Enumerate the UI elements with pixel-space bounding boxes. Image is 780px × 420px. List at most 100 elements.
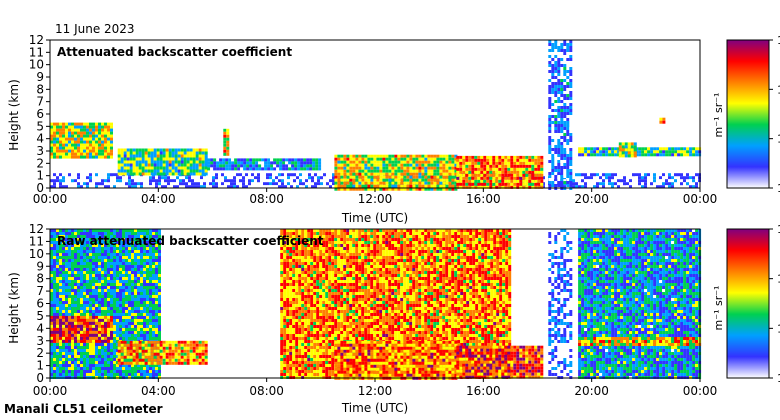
heatmap-cell xyxy=(140,182,143,186)
heatmap-cell xyxy=(332,185,335,189)
heatmap-cell xyxy=(492,170,496,174)
heatmap-cell xyxy=(107,313,110,316)
heatmap-cell xyxy=(177,151,181,155)
heatmap-cell xyxy=(563,181,567,184)
heatmap-cell xyxy=(83,235,86,238)
heatmap-cell xyxy=(71,122,74,126)
heatmap-cell xyxy=(230,182,233,186)
heatmap-cell xyxy=(62,280,65,283)
heatmap-cell xyxy=(489,155,493,159)
heatmap-cell xyxy=(104,271,107,274)
heatmap-cell xyxy=(158,250,161,253)
heatmap-cell xyxy=(566,181,570,184)
heatmap-cell xyxy=(531,167,535,171)
heatmap-cell xyxy=(98,349,101,352)
heatmap-cell xyxy=(242,185,245,189)
heatmap-cell xyxy=(501,167,505,171)
heatmap-cell xyxy=(104,247,107,250)
heatmap-cell xyxy=(206,179,209,183)
heatmap-cell xyxy=(474,158,478,162)
heatmap-cell xyxy=(394,184,398,188)
heatmap-cell xyxy=(53,370,56,373)
heatmap-cell xyxy=(77,253,80,256)
heatmap-cell xyxy=(68,277,71,280)
heatmap-cell xyxy=(119,322,122,325)
heatmap-cell xyxy=(77,176,80,180)
heatmap-cell xyxy=(141,166,145,170)
heatmap-cell xyxy=(59,283,62,286)
heatmap-cell xyxy=(113,259,116,262)
heatmap-cell xyxy=(62,247,65,250)
heatmap-cell xyxy=(153,166,157,170)
heatmap-cell xyxy=(295,253,299,256)
heatmap-cell xyxy=(65,229,68,232)
heatmap-cell xyxy=(50,259,53,262)
heatmap-cell xyxy=(107,358,110,361)
heatmap-cell xyxy=(62,259,65,262)
heatmap-cell xyxy=(113,373,116,376)
heatmap-cell xyxy=(80,250,83,253)
heatmap-cell xyxy=(56,250,59,253)
heatmap-cell xyxy=(397,163,401,167)
heatmap-cell xyxy=(665,153,669,157)
heatmap-cell xyxy=(617,182,620,186)
heatmap-cell xyxy=(68,128,71,132)
heatmap-cell xyxy=(107,289,110,292)
heatmap-cell xyxy=(182,182,185,186)
heatmap-cell xyxy=(337,154,341,158)
heatmap-cell xyxy=(141,160,145,164)
heatmap-cell xyxy=(489,185,493,189)
heatmap-cell xyxy=(680,153,684,157)
heatmap-cell xyxy=(80,271,83,274)
heatmap-cell xyxy=(436,154,440,158)
heatmap-cell xyxy=(77,298,80,301)
heatmap-cell xyxy=(131,229,134,232)
heatmap-cell xyxy=(260,179,263,183)
heatmap-cell xyxy=(584,176,587,180)
heatmap-cell xyxy=(125,232,128,235)
heatmap-cell xyxy=(155,179,158,183)
heatmap-cell xyxy=(403,160,407,164)
heatmap-cell xyxy=(644,153,648,157)
heatmap-cell xyxy=(376,178,380,182)
heatmap-cell xyxy=(158,334,161,337)
heatmap-cell xyxy=(59,358,62,361)
heatmap-cell xyxy=(80,355,83,358)
heatmap-cell xyxy=(436,178,440,182)
heatmap-cell xyxy=(230,185,233,189)
heatmap-cell xyxy=(292,322,296,325)
heatmap-cell xyxy=(180,148,184,152)
heatmap-cell xyxy=(158,235,161,238)
heatmap-cell xyxy=(462,173,466,177)
heatmap-cell xyxy=(225,167,229,171)
heatmap-cell xyxy=(280,355,284,358)
heatmap-cell xyxy=(412,154,416,158)
heatmap-cell xyxy=(548,100,552,103)
heatmap-cell xyxy=(504,161,508,165)
heatmap-cell xyxy=(311,176,314,180)
heatmap-cell xyxy=(141,151,145,155)
heatmap-cell xyxy=(373,178,377,182)
heatmap-cell xyxy=(110,134,113,138)
heatmap-cell xyxy=(569,139,573,142)
heatmap-cell xyxy=(355,172,359,176)
heatmap-cell xyxy=(671,182,674,186)
heatmap-cell xyxy=(297,161,301,165)
heatmap-cell xyxy=(149,328,152,331)
heatmap-cell xyxy=(560,76,564,79)
heatmap-cell xyxy=(334,163,338,167)
heatmap-cell xyxy=(149,262,152,265)
heatmap-cell xyxy=(53,361,56,364)
heatmap-cell xyxy=(92,143,95,147)
heatmap-cell xyxy=(122,328,125,331)
heatmap-cell xyxy=(249,164,253,168)
heatmap-boundary-layer xyxy=(456,155,544,189)
heatmap-cell xyxy=(183,169,187,173)
heatmap-cell xyxy=(548,43,552,46)
heatmap-cell xyxy=(237,167,241,171)
heatmap-cell xyxy=(525,185,529,189)
heatmap-cell xyxy=(376,175,380,179)
heatmap-cell xyxy=(122,250,125,253)
heatmap-cell xyxy=(504,158,508,162)
heatmap-cell xyxy=(98,122,101,126)
